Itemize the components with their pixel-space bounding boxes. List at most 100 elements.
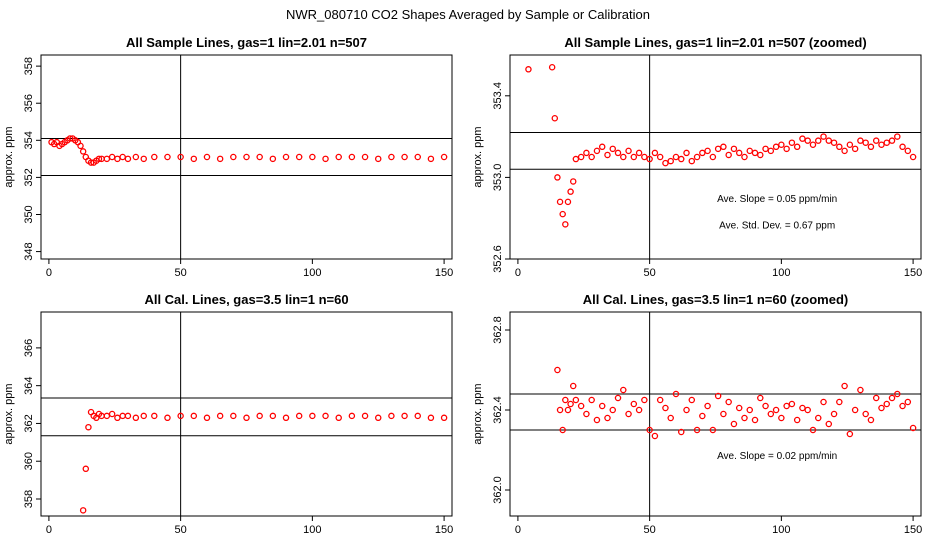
data-point bbox=[108, 410, 116, 418]
data-point bbox=[554, 174, 561, 181]
data-point bbox=[635, 406, 643, 414]
panel-4: All Cal. Lines, gas=3.5 lin=1 n=60 (zoom… bbox=[472, 292, 922, 536]
data-point bbox=[746, 406, 754, 414]
data-point bbox=[572, 396, 580, 404]
data-point bbox=[609, 145, 617, 153]
y-tick-label: 364 bbox=[23, 376, 35, 394]
data-point bbox=[783, 145, 790, 153]
data-point bbox=[825, 137, 833, 144]
data-point bbox=[883, 139, 891, 146]
data-point bbox=[746, 147, 754, 155]
data-point bbox=[108, 153, 116, 161]
data-point bbox=[630, 153, 638, 161]
annotation-text: Ave. Slope = 0.02 ppm/min bbox=[717, 451, 837, 462]
y-tick-label: 353.4 bbox=[492, 82, 504, 110]
data-point bbox=[132, 153, 140, 161]
data-point bbox=[878, 141, 885, 149]
data-point bbox=[151, 153, 158, 161]
data-point bbox=[414, 153, 421, 161]
data-point bbox=[872, 137, 880, 144]
y-axis-label: approx. ppm bbox=[472, 126, 484, 187]
data-point bbox=[559, 426, 566, 434]
data-point bbox=[583, 149, 590, 157]
data-point bbox=[772, 406, 780, 414]
data-point bbox=[203, 153, 211, 161]
y-tick-label: 362.0 bbox=[492, 476, 504, 504]
data-point bbox=[635, 149, 643, 157]
data-point bbox=[709, 153, 717, 161]
data-point bbox=[598, 402, 606, 410]
plot-frame bbox=[40, 54, 453, 260]
data-point bbox=[909, 424, 917, 432]
data-point bbox=[361, 153, 369, 161]
data-point bbox=[646, 426, 653, 434]
y-tick-label: 354 bbox=[23, 131, 35, 149]
data-point bbox=[401, 153, 408, 161]
data-point bbox=[630, 400, 638, 408]
data-point bbox=[140, 155, 147, 163]
data-point bbox=[388, 412, 395, 420]
data-point bbox=[667, 157, 674, 165]
x-tick-label: 100 bbox=[772, 267, 790, 279]
data-point bbox=[767, 410, 775, 418]
data-point bbox=[572, 155, 580, 163]
data-point bbox=[799, 135, 806, 142]
data-point bbox=[85, 423, 92, 431]
x-tick-label: 100 bbox=[303, 267, 321, 279]
data-point bbox=[564, 406, 572, 414]
data-point bbox=[79, 507, 87, 514]
data-point bbox=[177, 412, 184, 420]
data-point bbox=[646, 155, 653, 163]
data-point bbox=[77, 142, 84, 150]
data-point bbox=[114, 155, 121, 163]
data-point bbox=[783, 402, 790, 410]
y-tick-label: 362.8 bbox=[492, 316, 504, 344]
data-point bbox=[699, 412, 706, 420]
data-point bbox=[593, 147, 601, 155]
data-point bbox=[804, 406, 811, 414]
data-point bbox=[678, 428, 685, 436]
data-point bbox=[87, 159, 95, 166]
x-tick-label: 150 bbox=[904, 267, 922, 279]
data-point bbox=[688, 396, 696, 404]
data-point bbox=[836, 398, 843, 406]
data-point bbox=[625, 147, 632, 155]
data-point bbox=[793, 416, 801, 424]
y-tick-label: 358 bbox=[23, 490, 35, 508]
data-point bbox=[440, 414, 448, 422]
data-point bbox=[788, 400, 796, 408]
data-point bbox=[656, 396, 664, 404]
data-point bbox=[269, 155, 277, 163]
data-point bbox=[604, 414, 611, 422]
x-tick-label: 100 bbox=[303, 524, 321, 536]
data-point bbox=[440, 153, 448, 161]
y-tick-label: 362.4 bbox=[492, 396, 504, 424]
data-point bbox=[322, 155, 329, 163]
data-point bbox=[683, 406, 690, 414]
data-point bbox=[888, 137, 896, 144]
data-point bbox=[851, 406, 859, 414]
x-tick-label: 50 bbox=[175, 267, 187, 279]
data-point bbox=[762, 145, 769, 153]
plot-frame bbox=[509, 311, 922, 517]
data-point bbox=[836, 143, 843, 151]
data-point bbox=[720, 143, 727, 151]
panel-title: All Sample Lines, gas=1 lin=2.01 n=507 bbox=[126, 35, 367, 50]
y-tick-label: 352.6 bbox=[492, 245, 504, 273]
data-point bbox=[348, 153, 356, 161]
data-point bbox=[841, 147, 848, 155]
data-point bbox=[656, 153, 664, 161]
data-point bbox=[190, 412, 198, 420]
data-point bbox=[757, 151, 764, 159]
data-point bbox=[577, 402, 585, 410]
data-point bbox=[804, 137, 811, 144]
data-point bbox=[688, 157, 696, 165]
data-point bbox=[620, 386, 627, 394]
y-tick-label: 362 bbox=[23, 414, 35, 432]
panel-title: All Cal. Lines, gas=3.5 lin=1 n=60 (zoom… bbox=[583, 292, 849, 307]
data-point bbox=[888, 394, 896, 402]
data-point bbox=[904, 147, 912, 155]
data-point bbox=[190, 155, 198, 163]
data-point bbox=[662, 404, 669, 412]
y-axis-label: approx. ppm bbox=[3, 383, 15, 444]
